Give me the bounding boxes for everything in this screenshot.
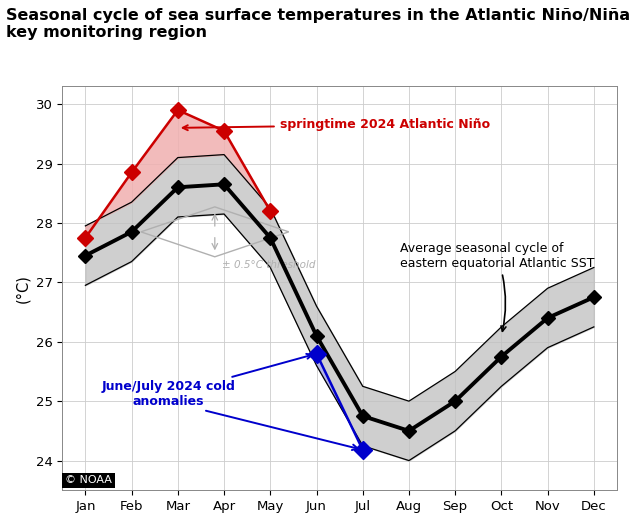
Y-axis label: (°C): (°C) bbox=[15, 274, 30, 303]
Text: ± 0.5°C threshold: ± 0.5°C threshold bbox=[222, 260, 315, 270]
Text: springtime 2024 Atlantic Niño: springtime 2024 Atlantic Niño bbox=[183, 118, 489, 131]
Text: June/July 2024 cold
anomalies: June/July 2024 cold anomalies bbox=[101, 354, 312, 408]
Text: Seasonal cycle of sea surface temperatures in the Atlantic Niño/Niña
key monitor: Seasonal cycle of sea surface temperatur… bbox=[6, 8, 630, 40]
Text: Average seasonal cycle of
eastern equatorial Atlantic SST: Average seasonal cycle of eastern equato… bbox=[399, 242, 594, 331]
Text: © NOAA: © NOAA bbox=[65, 475, 112, 485]
